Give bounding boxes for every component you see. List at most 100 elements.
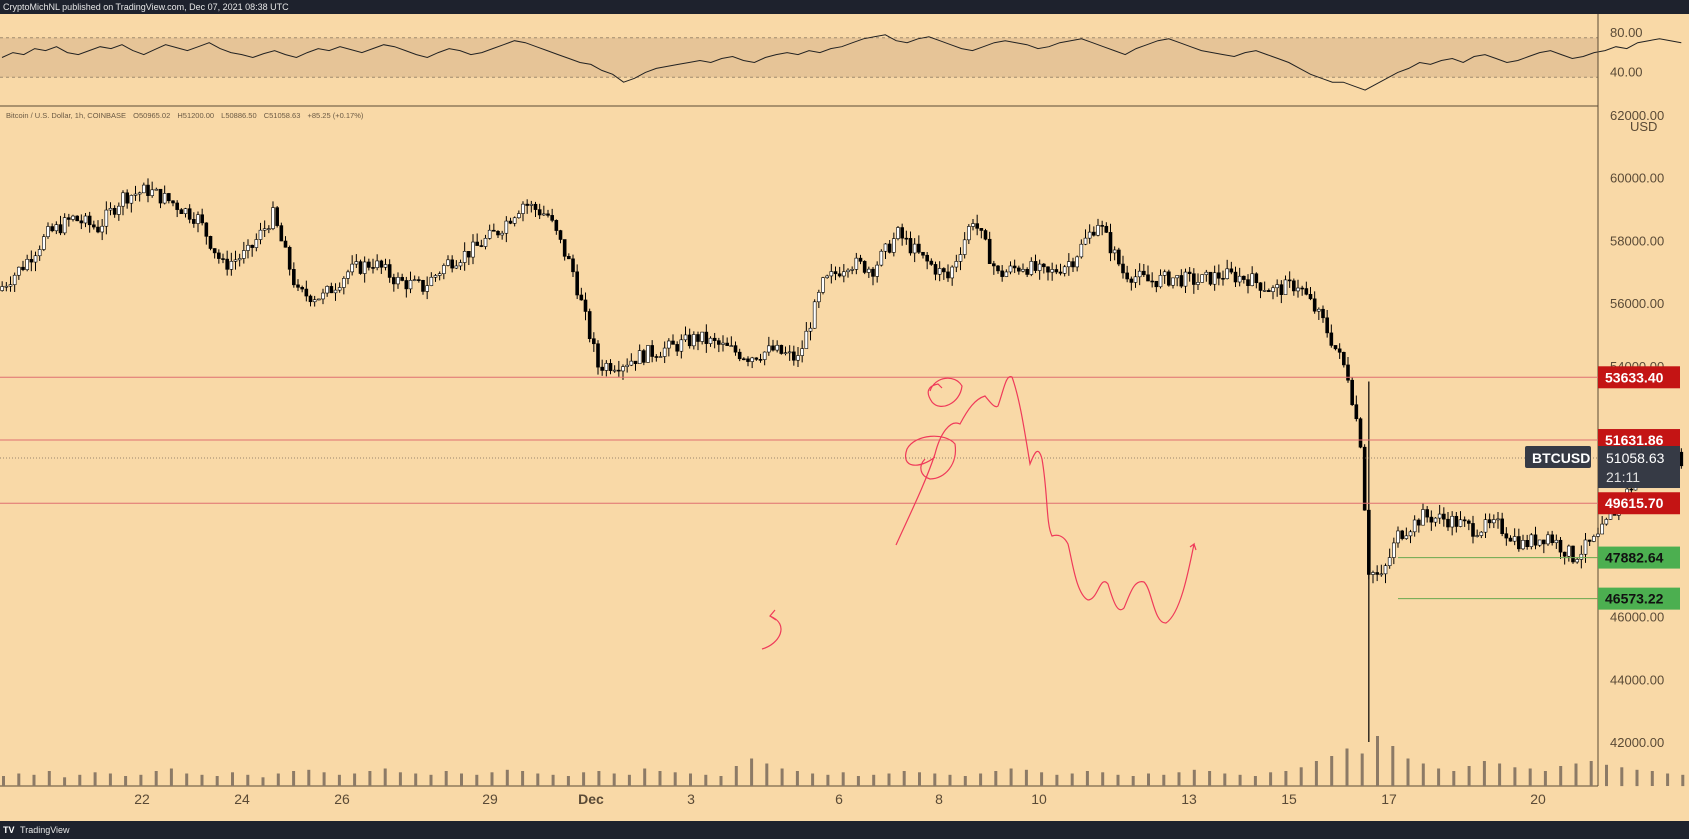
legend-change: +85.25 (+0.17%) [307,111,364,120]
candle-body [1046,266,1050,273]
legend-high: H51200.00 [177,111,215,120]
candle-body [1300,287,1304,290]
candle-body [1542,539,1546,545]
candle-body [1037,263,1042,271]
candle-body [1142,270,1146,276]
candle-body [1529,534,1534,547]
candle-body [1167,271,1171,286]
symbol-legend: Bitcoin / U.S. Dollar, 1h, COINBASE O509… [6,111,368,120]
candle-body [1412,519,1417,533]
candle-body [458,262,463,267]
candle-body [1096,225,1100,236]
candle-body [83,215,88,224]
candle-body [129,195,134,204]
candle-body [712,337,717,341]
volume-bar [246,774,250,787]
loop-annotation-high [927,377,963,407]
candle-body [104,209,109,227]
candle-body [1308,294,1313,300]
candle-body [671,340,675,345]
candle-body [1354,404,1359,420]
volume-bar [521,771,525,786]
candle-body [1279,284,1284,295]
candle-body [1062,266,1067,274]
volume-bar [505,769,509,787]
price-level-value: 49615.70 [1605,495,1664,511]
volume-bar [948,774,952,787]
candle-body [829,271,834,277]
candle-body [321,292,325,300]
candle-body [1458,519,1463,527]
volume-bar [93,772,97,787]
candle-body [1267,290,1271,292]
volume-bar [261,777,265,787]
candle-body [967,226,971,241]
volume-bar [1421,763,1425,786]
candle-body [1554,539,1559,544]
candle-body [96,226,100,233]
panel-separators [0,14,1599,787]
candle-body [879,250,884,266]
candle-body [1471,523,1475,537]
candle-body [396,277,400,285]
candle-body [50,226,54,232]
time-tick-label: 6 [835,791,843,807]
candle-body [925,254,929,262]
candle-body [1596,533,1600,537]
candle-body [746,358,750,362]
candle-body [1392,542,1396,558]
level-labels: 53633.40 51631.86 49615.70 47882.64 46573.22… [1525,366,1680,610]
candle-body [1054,269,1059,273]
candle-body [1562,551,1567,557]
candle-body [892,238,896,253]
volume-bar [918,772,921,787]
candle-body [1208,271,1213,285]
candle-body [642,350,646,363]
candle-body [33,255,38,263]
candle-body [792,351,796,361]
candle-body [1425,509,1429,518]
candle-body [1067,261,1071,268]
volume-bar [1543,771,1547,786]
candle-body [1071,261,1075,268]
candle-body [1221,277,1225,280]
candle-body [1233,271,1238,283]
candle-body [900,227,904,239]
time-axis: 22 24 26 29 Dec 3 6 8 10 13 15 17 20 [134,791,1546,807]
volume-bar [63,777,67,787]
candle-body [1283,279,1288,295]
candle-body [375,260,379,268]
candle-body [12,274,17,285]
candle-body [550,215,554,221]
forecast-drawing [761,376,1197,650]
candle-body [71,215,75,220]
candle-body [1075,256,1079,268]
price-chart[interactable]: 80.00 40.00 62000.00 60000.00 58000.00 56000.… [0,14,1689,821]
candle-body [817,292,821,303]
candle-body [854,257,859,270]
candle-body [483,238,488,247]
candle-body [1179,275,1184,287]
candle-body [133,193,138,196]
volume-bar [1223,773,1227,786]
candle-body [1337,348,1342,353]
candle-body [25,259,29,270]
candle-body [700,331,704,342]
candle-body [612,369,617,372]
candle-body [1121,263,1125,274]
candle-body [329,286,334,294]
candle-body [1429,516,1434,523]
candle-body [1317,308,1321,312]
volume-bar [1284,771,1288,786]
candle-body [1550,534,1554,544]
candle-body [0,286,4,291]
candle-body [667,340,671,349]
volume-bar [276,773,280,786]
candle-body [1117,249,1121,265]
candle-body [529,203,534,206]
candle-body [987,238,992,264]
candle-body [487,229,492,239]
candle-body [29,259,34,263]
candle-body [621,366,625,372]
candle-body [229,261,234,270]
